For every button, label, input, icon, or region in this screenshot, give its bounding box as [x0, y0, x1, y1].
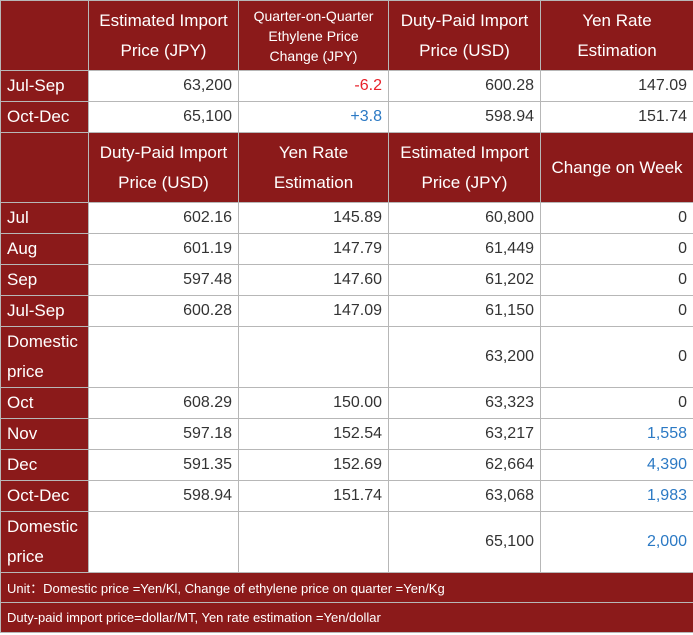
quarterly-header-row: Estimated Import Price (JPY) Quarter-on-…: [0, 0, 693, 71]
change-on-week-cell: 0: [540, 326, 693, 388]
table-row: Jul 602.16 145.89 60,800 0: [0, 202, 693, 234]
duty-paid-price-cell: 601.19: [88, 233, 239, 265]
header-estimated-import-price-jpy: Estimated Import Price (JPY): [88, 0, 239, 71]
header-yen-rate-estimation: Yen Rate Estimation: [238, 132, 389, 203]
estimated-import-price-cell: 63,217: [388, 418, 541, 450]
row-label: Aug: [0, 233, 89, 265]
header-yen-rate-estimation: Yen Rate Estimation: [540, 0, 693, 71]
change-on-week-cell: 1,558: [540, 418, 693, 450]
qoq-change-cell: +3.8: [238, 101, 389, 133]
row-label: Jul: [0, 202, 89, 234]
unit-note-row: Unit：Domestic price =Yen/Kl, Change of e…: [0, 572, 693, 603]
row-label: Oct: [0, 387, 89, 419]
yen-rate-cell: 151.74: [238, 480, 389, 512]
duty-paid-price-cell: [88, 511, 239, 573]
header-estimated-import-price-jpy: Estimated Import Price (JPY): [388, 132, 541, 203]
row-label: Jul-Sep: [0, 70, 89, 102]
qoq-change-cell: -6.2: [238, 70, 389, 102]
duty-note: Duty-paid import price=dollar/MT, Yen ra…: [0, 602, 693, 633]
duty-note-row: Duty-paid import price=dollar/MT, Yen ra…: [0, 602, 693, 633]
yen-rate-cell: [238, 511, 389, 573]
header-corner: [0, 132, 89, 203]
row-label: Oct-Dec: [0, 101, 89, 133]
row-label: Dec: [0, 449, 89, 481]
change-on-week-cell: 0: [540, 387, 693, 419]
unit-note: Unit：Domestic price =Yen/Kl, Change of e…: [0, 572, 693, 603]
yen-rate-cell: 147.09: [540, 70, 693, 102]
estimated-import-price-cell: 63,068: [388, 480, 541, 512]
yen-rate-cell: 147.09: [238, 295, 389, 327]
duty-paid-price-cell: [88, 326, 239, 388]
yen-rate-cell: 147.60: [238, 264, 389, 296]
estimated-import-price-cell: 62,664: [388, 449, 541, 481]
change-on-week-cell: 0: [540, 233, 693, 265]
header-duty-paid-import-price-usd: Duty-Paid Import Price (USD): [88, 132, 239, 203]
duty-paid-price-cell: 598.94: [88, 480, 239, 512]
monthly-header-row: Duty-Paid Import Price (USD) Yen Rate Es…: [0, 132, 693, 203]
header-duty-paid-import-price-usd: Duty-Paid Import Price (USD): [388, 0, 541, 71]
change-on-week-cell: 0: [540, 295, 693, 327]
duty-paid-price-cell: 598.94: [388, 101, 541, 133]
change-on-week-cell: 4,390: [540, 449, 693, 481]
yen-rate-cell: 152.54: [238, 418, 389, 450]
table-row: Sep 597.48 147.60 61,202 0: [0, 264, 693, 296]
estimated-import-price-cell: 65,100: [88, 101, 239, 133]
table-row: Domestic price 65,100 2,000: [0, 511, 693, 573]
estimated-import-price-cell: 63,200: [88, 70, 239, 102]
yen-rate-cell: 147.79: [238, 233, 389, 265]
estimated-import-price-cell: 60,800: [388, 202, 541, 234]
estimated-import-price-cell: 61,202: [388, 264, 541, 296]
change-on-week-cell: 0: [540, 264, 693, 296]
duty-paid-price-cell: 591.35: [88, 449, 239, 481]
table-row: Domestic price 63,200 0: [0, 326, 693, 388]
table-row: Oct-Dec 65,100 +3.8 598.94 151.74: [0, 101, 693, 133]
change-on-week-cell: 0: [540, 202, 693, 234]
duty-paid-price-cell: 608.29: [88, 387, 239, 419]
row-label: Jul-Sep: [0, 295, 89, 327]
estimated-import-price-cell: 63,323: [388, 387, 541, 419]
estimated-import-price-cell: 61,150: [388, 295, 541, 327]
duty-paid-price-cell: 600.28: [88, 295, 239, 327]
table-row: Oct 608.29 150.00 63,323 0: [0, 387, 693, 419]
table-row: Aug 601.19 147.79 61,449 0: [0, 233, 693, 265]
yen-rate-cell: 152.69: [238, 449, 389, 481]
table-row: Jul-Sep 600.28 147.09 61,150 0: [0, 295, 693, 327]
row-label: Sep: [0, 264, 89, 296]
yen-rate-cell: 151.74: [540, 101, 693, 133]
table-row: Nov 597.18 152.54 63,217 1,558: [0, 418, 693, 450]
row-label: Domestic price: [0, 326, 89, 388]
header-change-on-week: Change on Week: [540, 132, 693, 203]
estimated-import-price-cell: 63,200: [388, 326, 541, 388]
row-label: Nov: [0, 418, 89, 450]
duty-paid-price-cell: 597.18: [88, 418, 239, 450]
duty-paid-price-cell: 600.28: [388, 70, 541, 102]
row-label: Oct-Dec: [0, 480, 89, 512]
change-on-week-cell: 2,000: [540, 511, 693, 573]
yen-rate-cell: 145.89: [238, 202, 389, 234]
header-corner: [0, 0, 89, 71]
row-label: Domestic price: [0, 511, 89, 573]
yen-rate-cell: 150.00: [238, 387, 389, 419]
table-row: Dec 591.35 152.69 62,664 4,390: [0, 449, 693, 481]
yen-rate-cell: [238, 326, 389, 388]
estimated-import-price-cell: 65,100: [388, 511, 541, 573]
table-row: Jul-Sep 63,200 -6.2 600.28 147.09: [0, 70, 693, 102]
duty-paid-price-cell: 597.48: [88, 264, 239, 296]
table-row: Oct-Dec 598.94 151.74 63,068 1,983: [0, 480, 693, 512]
estimated-import-price-cell: 61,449: [388, 233, 541, 265]
change-on-week-cell: 1,983: [540, 480, 693, 512]
duty-paid-price-cell: 602.16: [88, 202, 239, 234]
header-qoq-ethylene-change: Quarter-on-Quarter Ethylene Price Change…: [238, 0, 389, 71]
